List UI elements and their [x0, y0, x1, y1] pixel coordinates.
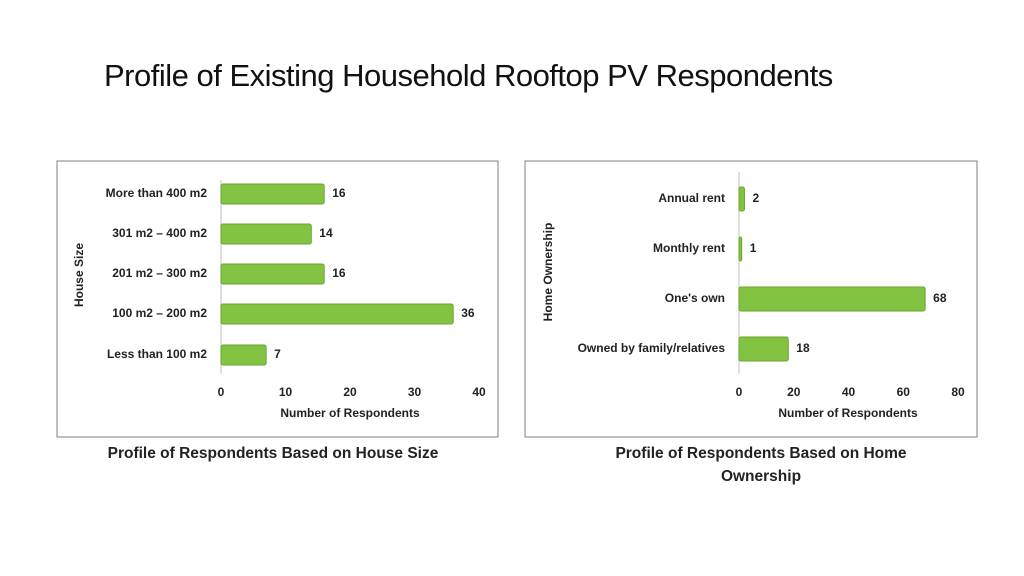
y-axis-label: House Size	[72, 243, 86, 307]
bar	[738, 336, 789, 362]
category-label: Owned by family/relatives	[578, 341, 726, 355]
value-label: 68	[933, 291, 947, 305]
value-label: 36	[461, 306, 475, 320]
value-label: 1	[750, 241, 757, 255]
bar	[738, 236, 743, 262]
bar	[220, 344, 267, 366]
x-tick-label: 0	[736, 385, 743, 399]
x-tick-label: 80	[951, 385, 965, 399]
bar	[738, 286, 926, 312]
x-axis-label: Number of Respondents	[280, 406, 420, 420]
value-label: 2	[752, 191, 759, 205]
x-axis-label: Number of Respondents	[778, 406, 918, 420]
chart-caption: Profile of Respondents Based on Home Own…	[615, 445, 907, 485]
value-label: 18	[796, 341, 810, 355]
bar	[220, 303, 454, 325]
category-label: 100 m2 – 200 m2	[112, 306, 207, 320]
x-tick-label: 40	[842, 385, 856, 399]
x-tick-label: 30	[408, 385, 422, 399]
bar	[220, 183, 325, 205]
category-label: 201 m2 – 300 m2	[112, 266, 207, 280]
bar	[220, 223, 312, 245]
category-label: Monthly rent	[653, 241, 725, 255]
category-label: One's own	[665, 291, 725, 305]
value-label: 16	[332, 186, 346, 200]
chart-frame	[56, 160, 499, 438]
x-tick-label: 10	[279, 385, 293, 399]
category-label: 301 m2 – 400 m2	[112, 226, 207, 240]
category-label: Annual rent	[658, 191, 725, 205]
bar	[738, 186, 745, 212]
category-label: Less than 100 m2	[107, 347, 207, 361]
category-label: More than 400 m2	[106, 186, 208, 200]
x-tick-label: 40	[472, 385, 486, 399]
value-label: 14	[319, 226, 333, 240]
y-axis-label: Home Ownership	[541, 223, 555, 322]
value-label: 16	[332, 266, 346, 280]
page-title: Profile of Existing Household Rooftop PV…	[104, 58, 833, 93]
chart-caption: Profile of Respondents Based on House Si…	[107, 445, 439, 462]
x-tick-label: 0	[218, 385, 225, 399]
bar	[220, 263, 325, 285]
x-tick-label: 20	[787, 385, 801, 399]
x-tick-label: 20	[343, 385, 357, 399]
chart-frame	[524, 160, 978, 438]
x-tick-label: 60	[897, 385, 911, 399]
value-label: 7	[274, 347, 281, 361]
